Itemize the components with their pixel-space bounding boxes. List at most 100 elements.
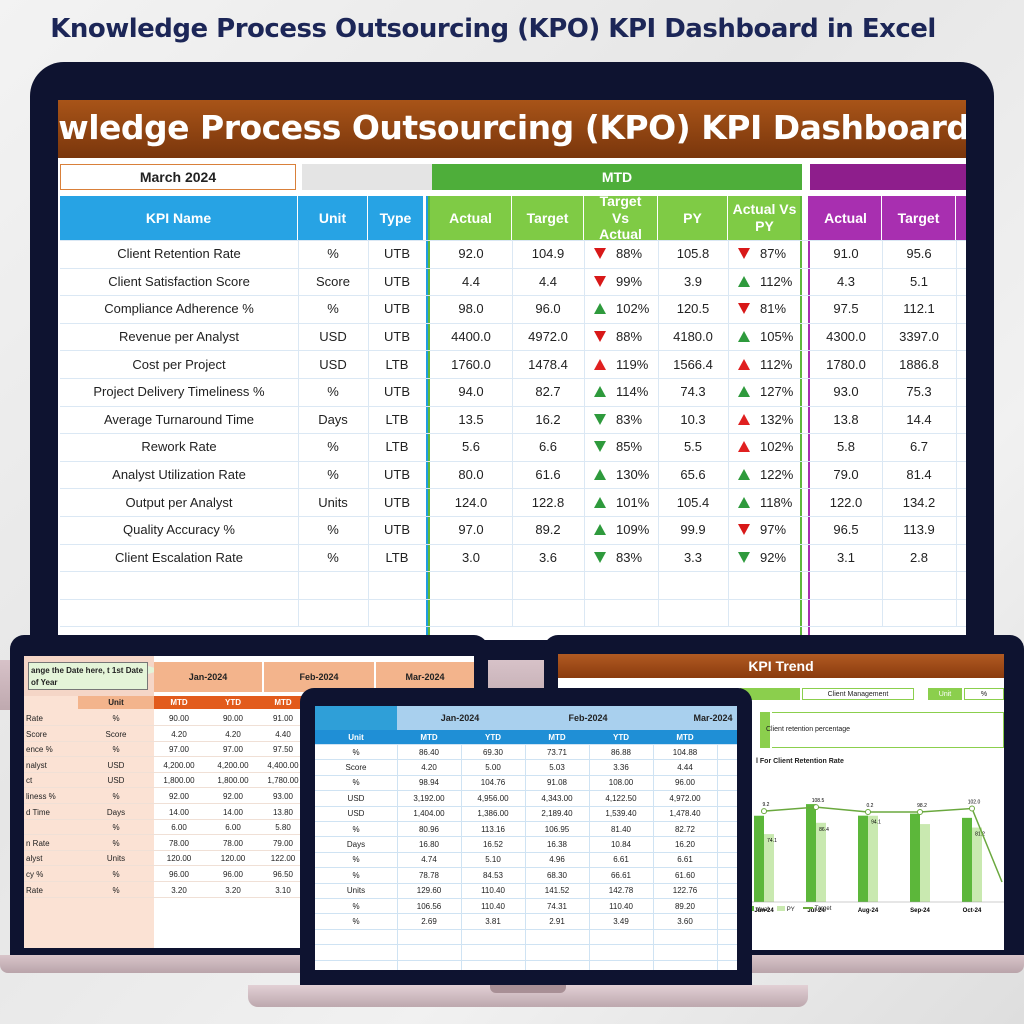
kpi-cell-kpi: Client Satisfaction Score: [60, 268, 298, 296]
kpi-cell-kpi: Revenue per Analyst: [60, 323, 298, 351]
left-row-unit: %: [112, 838, 120, 848]
front-month-bg: [397, 706, 737, 730]
front-row-value: 10.84: [610, 839, 632, 849]
py-bar: [764, 834, 774, 902]
kpi-value: UTB: [384, 301, 410, 317]
kpi-value: 13.8: [833, 411, 859, 427]
row-gridline: [60, 350, 966, 352]
unit-label: Unit: [928, 688, 962, 700]
left-row-ytd: 97.00: [222, 745, 244, 755]
front-row-value: 1,478.40: [669, 809, 701, 819]
arrow-up-icon: [738, 275, 750, 287]
kpi-value: 6.6: [538, 439, 558, 455]
kpi-value: 3.3: [683, 549, 703, 565]
kpi-value: 109%: [616, 522, 650, 538]
kpi-cell-type: UTB: [368, 323, 426, 351]
col-header-target-vs-actual: Target Vs Actual: [584, 193, 658, 242]
kpi-cell-unit: Score: [298, 268, 368, 296]
kpi-cell-ya: 97.5: [810, 295, 882, 323]
col-header-py: PY: [658, 196, 728, 240]
kpi-cell-tva: 99%: [584, 268, 658, 296]
kpi-cell-yt: 81.4: [882, 461, 956, 489]
kpi-value: %: [327, 522, 339, 538]
kpi-cell-yt: 1886.8: [882, 350, 956, 378]
kpi-value: 3.1: [836, 549, 856, 565]
kpi-cell-target: 89.2: [512, 516, 584, 544]
row-gridline: [60, 571, 966, 573]
kpi-cell-avp: 122%: [728, 461, 802, 489]
front-row-value: 73.71: [546, 747, 568, 757]
left-row-unit: %: [112, 870, 120, 879]
arrow-up-icon: [594, 496, 606, 508]
kpi-value: 5.1: [909, 273, 929, 289]
target-label: 98.2: [917, 803, 927, 809]
left-row-unit: Units: [106, 854, 126, 864]
front-row-line: [315, 959, 737, 961]
front-sub-header: YTD: [613, 732, 629, 742]
left-row-ytd: 78.00: [222, 838, 244, 848]
left-row-name: [26, 821, 78, 834]
kpi-value: 97%: [760, 522, 787, 538]
kpi-value: UTB: [384, 384, 410, 400]
kpi-value: 75.3: [906, 384, 932, 400]
month-selector[interactable]: March 2024: [60, 164, 296, 190]
kpi-cell-target: 4972.0: [512, 323, 584, 351]
kpi-value: 61.6: [535, 467, 561, 483]
front-row-value: 2.91: [549, 916, 565, 926]
left-row-line: [24, 725, 474, 726]
front-row-value: 104.88: [672, 747, 698, 757]
actual-bar: [962, 817, 972, 902]
kpi-value: Quality Accuracy %: [123, 522, 235, 538]
arrow-up-icon: [738, 496, 750, 508]
left-row-mtd: 92.00: [168, 792, 190, 801]
front-row-line: [315, 851, 737, 853]
kpi-value: 1780.0: [826, 356, 866, 372]
front-sub-bg: [315, 730, 737, 744]
left-row-line: [24, 881, 474, 882]
kpi-cell-target: 122.8: [512, 488, 584, 516]
group-selector[interactable]: Client Management: [802, 688, 914, 700]
front-row-value: 3.81: [485, 916, 501, 926]
arrow-up-icon: [738, 331, 750, 343]
kpi-cell-tva: 88%: [584, 240, 658, 268]
kpi-cell-ya: 122.0: [810, 488, 882, 516]
front-row-value: 3.60: [677, 916, 693, 926]
kpi-value: 4.4: [461, 273, 481, 289]
kpi-value: 96.5: [833, 522, 859, 538]
legend-py-label: PY: [786, 907, 795, 913]
kpi-cell-yt: 3397.0: [882, 323, 956, 351]
left-row-line: [24, 896, 474, 898]
table-divider: [426, 196, 428, 636]
kpi-cell-tva: 109%: [584, 516, 658, 544]
kpi-value: %: [327, 439, 339, 455]
kpi-cell-actual: 80.0: [430, 461, 512, 489]
front-row-value: 4,122.50: [605, 793, 637, 803]
front-row-value: 3,192.00: [413, 793, 445, 803]
front-row-line: [315, 898, 737, 899]
front-row-value: 16.20: [674, 839, 696, 849]
kpi-value: 79.0: [833, 467, 859, 483]
kpi-cell-avp: 112%: [728, 268, 802, 296]
kpi-cell-avp: 132%: [728, 406, 802, 434]
left-sub-3: MTD: [274, 698, 292, 707]
target-label: 102.0: [968, 800, 981, 806]
row-gridline: [60, 433, 966, 435]
actual-bar: [806, 804, 816, 902]
kpi-cell-target: 3.6: [512, 544, 584, 572]
kpi-value: 105%: [760, 329, 794, 345]
front-row-value: 4.74: [421, 855, 437, 865]
kpi-value: 6.7: [909, 439, 929, 455]
kpi-cell-unit: USD: [298, 323, 368, 351]
py-bar: [972, 827, 982, 902]
kpi-cell-ya: 4300.0: [810, 323, 882, 351]
kpi-value: 112%: [760, 356, 793, 372]
desc-tab: [760, 712, 770, 748]
kpi-value: Client Satisfaction Score: [108, 273, 250, 289]
front-row-value: 106.56: [416, 901, 442, 911]
kpi-cell-py: 5.5: [658, 433, 728, 461]
front-row-value: 2.69: [421, 916, 437, 926]
kpi-cell-py: 65.6: [658, 461, 728, 489]
kpi-cell-type: UTB: [368, 461, 426, 489]
left-unit-header: Unit: [108, 698, 124, 707]
kpi-cell-avp: 118%: [728, 488, 802, 516]
